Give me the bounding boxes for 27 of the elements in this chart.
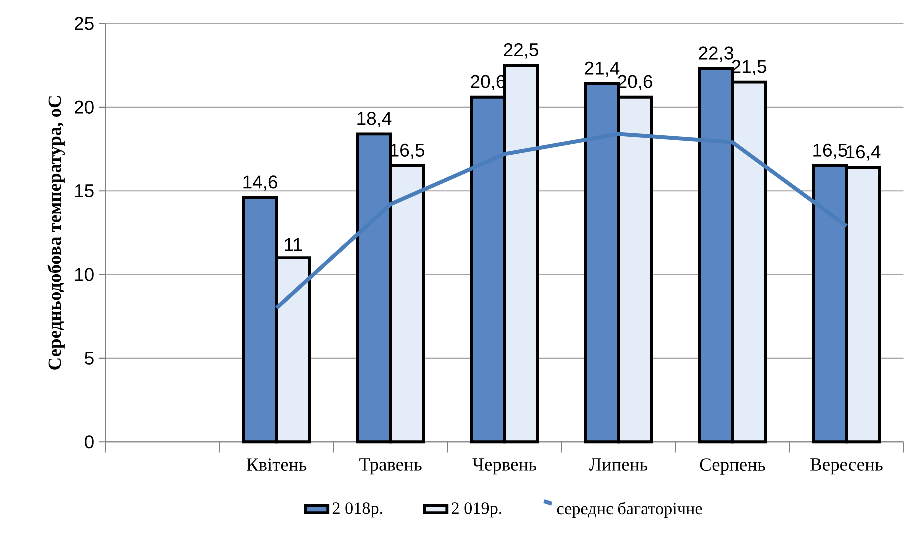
legend-label: 2 019р. [452,502,502,518]
y-tick-label: 0 [85,436,94,449]
x-tick-label: Липень [590,458,648,471]
x-tick-label: Серпень [700,458,766,475]
y-tick-label: 25 [74,17,94,30]
data-label: 18,4 [358,112,392,128]
y-axis-title: Середньодобова температура, оС [48,96,66,370]
data-label: 22,3 [699,46,734,62]
data-label: 22,5 [504,43,539,59]
data-label: 16,4 [846,146,881,161]
data-label: 11 [285,238,302,252]
y-tick-label: 5 [85,352,94,365]
data-label: 16,5 [390,144,425,160]
legend-label: середнє багаторічне [557,502,702,518]
x-tick-label: Вересень [810,458,883,475]
data-label: 14,6 [244,176,278,191]
data-label: 16,5 [814,144,848,160]
data-label: 21,4 [585,62,620,78]
x-tick-label: Червень [472,458,537,475]
y-tick-label: 20 [74,100,94,114]
data-label: 20,6 [618,75,652,90]
y-tick-label: 15 [75,184,94,198]
x-tick-label: Квітень [246,458,307,472]
y-tick-label: 10 [75,268,94,282]
data-label: 21,5 [732,60,766,76]
legend-label: 2 018р. [332,502,382,518]
x-tick-label: Травень [360,458,422,475]
